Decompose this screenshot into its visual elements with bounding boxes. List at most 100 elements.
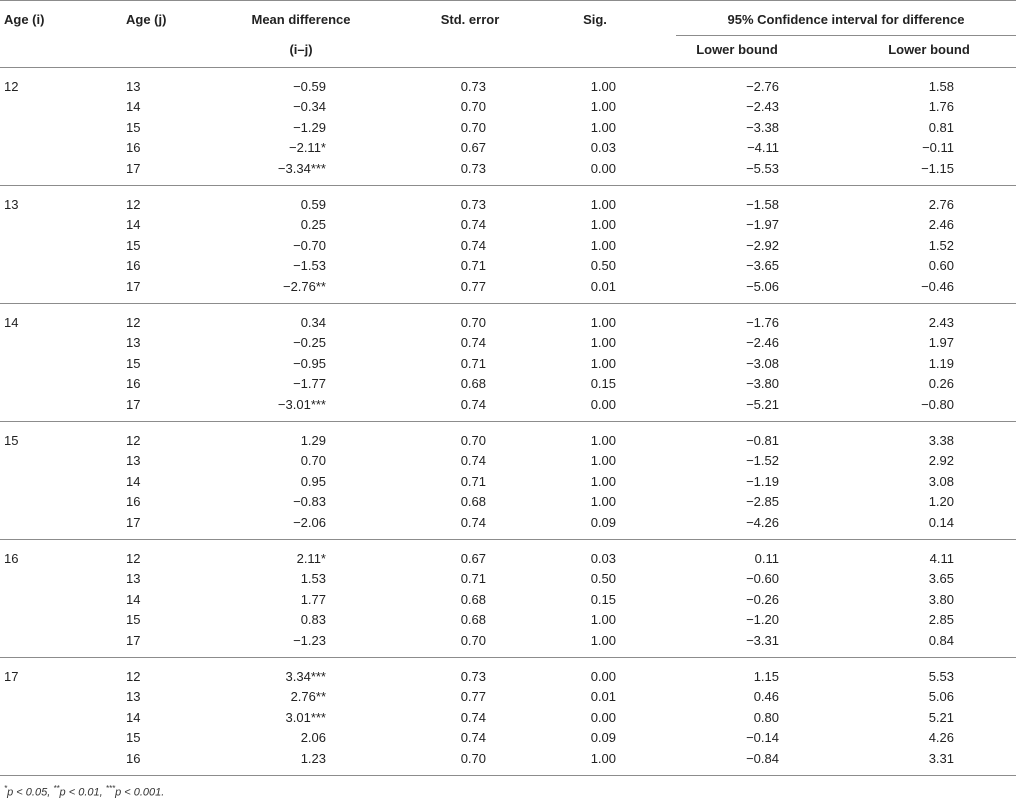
cell-age-j: 14: [126, 474, 141, 489]
cell-mean-difference: −1.23: [293, 633, 326, 648]
cell-lower-bound: 0.11: [754, 551, 779, 566]
header-lower-bound: Lower bound: [696, 42, 778, 57]
cell-lower-bound: −0.84: [746, 751, 779, 766]
cell-sig: 0.00: [590, 669, 616, 684]
cell-sig: 0.03: [590, 551, 616, 566]
cell-age-j: 14: [126, 217, 141, 232]
cell-upper-bound: 3.80: [928, 592, 954, 607]
cell-upper-bound: 2.43: [928, 315, 954, 330]
cell-std-error: 0.70: [460, 433, 486, 448]
cell-std-error: 0.74: [460, 453, 486, 468]
cell-std-error: 0.68: [460, 376, 486, 391]
cell-age-j: 16: [126, 751, 141, 766]
cell-sig: 1.00: [590, 99, 616, 114]
ci-header-rule: [676, 35, 1016, 36]
cell-lower-bound: −3.65: [746, 258, 779, 273]
cell-age-j: 17: [126, 515, 141, 530]
cell-upper-bound: −0.11: [922, 140, 954, 155]
cell-age-j: 14: [126, 99, 141, 114]
cell-age-j: 13: [126, 571, 141, 586]
cell-sig: 0.03: [590, 140, 616, 155]
group-separator: [0, 657, 1016, 658]
header-age-i: Age (i): [4, 12, 45, 27]
cell-mean-difference: −0.95: [293, 356, 326, 371]
cell-std-error: 0.67: [460, 140, 486, 155]
cell-sig: 1.00: [590, 315, 616, 330]
cell-age-j: 12: [126, 197, 141, 212]
cell-age-j: 15: [126, 612, 141, 627]
cell-mean-difference: 1.23: [300, 751, 326, 766]
cell-mean-difference: 3.01***: [285, 710, 326, 725]
cell-sig: 0.00: [590, 710, 616, 725]
cell-upper-bound: 2.92: [928, 453, 954, 468]
footnote-mark-1: *: [4, 784, 8, 793]
cell-lower-bound: −2.85: [746, 494, 779, 509]
header-age-j: Age (j): [126, 12, 167, 27]
footnote-text-3: p < 0.001.: [115, 786, 165, 799]
cell-std-error: 0.74: [460, 515, 486, 530]
cell-sig: 0.50: [590, 571, 616, 586]
cell-age-i: 12: [4, 79, 19, 94]
group-separator: [0, 303, 1016, 304]
cell-sig: 1.00: [590, 120, 616, 135]
cell-age-j: 17: [126, 279, 141, 294]
cell-mean-difference: 0.70: [300, 453, 326, 468]
cell-upper-bound: 0.14: [928, 515, 954, 530]
cell-lower-bound: −4.26: [746, 515, 779, 530]
cell-upper-bound: 5.06: [928, 689, 954, 704]
cell-age-j: 15: [126, 356, 141, 371]
cell-upper-bound: 1.97: [928, 335, 954, 350]
cell-mean-difference: −0.25: [293, 335, 326, 350]
cell-age-i: 17: [4, 669, 19, 684]
cell-lower-bound: −1.20: [746, 612, 779, 627]
cell-sig: 1.00: [590, 751, 616, 766]
cell-sig: 1.00: [590, 217, 616, 232]
cell-lower-bound: −3.80: [746, 376, 779, 391]
cell-sig: 1.00: [590, 433, 616, 448]
cell-age-j: 15: [126, 120, 141, 135]
cell-lower-bound: −1.97: [746, 217, 779, 232]
cell-upper-bound: 0.60: [928, 258, 954, 273]
header-ci: 95% Confidence interval for difference: [727, 12, 965, 27]
cell-upper-bound: −0.46: [921, 279, 954, 294]
cell-std-error: 0.73: [460, 79, 486, 94]
cell-std-error: 0.68: [460, 592, 486, 607]
cell-sig: 1.00: [590, 494, 616, 509]
cell-std-error: 0.74: [460, 217, 486, 232]
cell-age-j: 14: [126, 592, 141, 607]
cell-sig: 0.00: [590, 161, 616, 176]
footnote-text-2: p < 0.01,: [59, 786, 106, 799]
cell-mean-difference: 2.06: [300, 730, 326, 745]
cell-sig: 1.00: [590, 633, 616, 648]
cell-std-error: 0.74: [460, 730, 486, 745]
cell-mean-difference: −0.83: [293, 494, 326, 509]
cell-upper-bound: 0.26: [928, 376, 954, 391]
cell-mean-difference: 0.59: [300, 197, 326, 212]
cell-lower-bound: −3.38: [746, 120, 779, 135]
cell-mean-difference: 2.11*: [296, 551, 326, 566]
top-rule: [0, 0, 1016, 1]
cell-mean-difference: −2.76**: [282, 279, 326, 294]
cell-age-j: 17: [126, 633, 141, 648]
cell-age-i: 13: [4, 197, 19, 212]
cell-sig: 1.00: [590, 197, 616, 212]
cell-std-error: 0.68: [460, 494, 486, 509]
cell-lower-bound: −1.52: [746, 453, 779, 468]
cell-age-j: 15: [126, 730, 141, 745]
cell-std-error: 0.71: [460, 571, 486, 586]
cell-age-j: 13: [126, 689, 141, 704]
cell-std-error: 0.68: [460, 612, 486, 627]
cell-sig: 0.50: [590, 258, 616, 273]
cell-upper-bound: 4.11: [929, 551, 954, 566]
cell-mean-difference: 1.29: [300, 433, 326, 448]
cell-mean-difference: 3.34***: [285, 669, 326, 684]
footnote-text-1: p < 0.05,: [7, 786, 54, 799]
footnote: *p < 0.05, **p < 0.01, ***p < 0.001.: [4, 784, 164, 799]
cell-sig: 1.00: [590, 238, 616, 253]
cell-upper-bound: 3.31: [928, 751, 954, 766]
cell-lower-bound: −2.46: [746, 335, 779, 350]
cell-lower-bound: −0.26: [746, 592, 779, 607]
cell-lower-bound: −4.11: [747, 140, 779, 155]
header-bottom-rule: [0, 67, 1016, 68]
cell-sig: 1.00: [590, 474, 616, 489]
